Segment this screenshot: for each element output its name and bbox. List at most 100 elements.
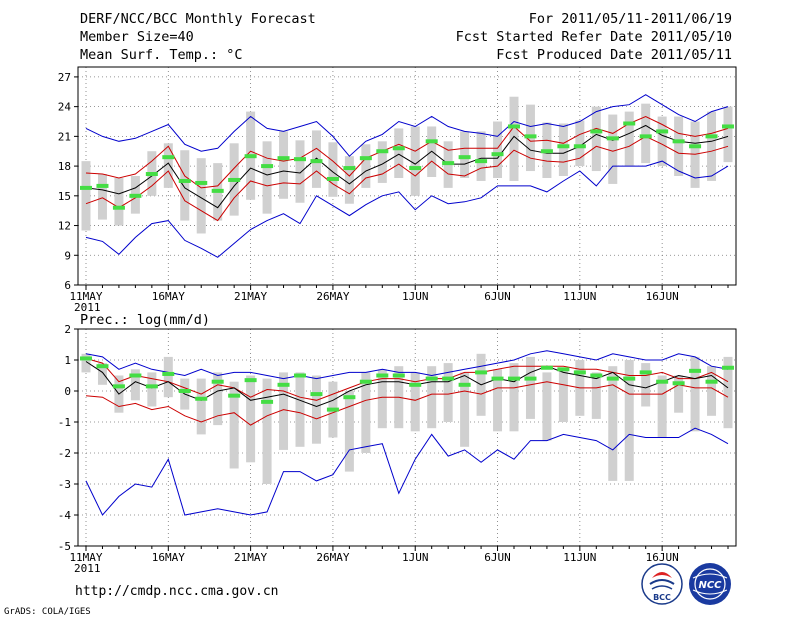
- x-tick-label: 1JUN: [402, 290, 429, 303]
- spread-box: [460, 131, 470, 178]
- x-year-label: 2011: [74, 562, 101, 575]
- median-marker: [524, 376, 537, 381]
- x-tick-label: 26MAY: [316, 290, 349, 303]
- spread-box: [509, 363, 519, 432]
- median-marker: [573, 370, 586, 375]
- member-size: Member Size=40: [80, 29, 194, 45]
- temperature-panel: 6 9 12 15 18 21 24 27 11MAY 16MAY 21MAY 26MAY 1JUN 6J…: [58, 66, 737, 314]
- series-line-mean: [85, 124, 729, 209]
- median-marker: [392, 146, 405, 151]
- x-year-label: 2011: [74, 301, 101, 314]
- median-marker: [112, 205, 125, 210]
- y-tick-label: 21: [58, 130, 71, 143]
- spread-box: [295, 140, 305, 203]
- median-marker: [689, 368, 702, 373]
- median-marker: [162, 371, 175, 376]
- spread-box: [130, 369, 140, 401]
- median-marker: [112, 384, 125, 389]
- y-tick-label: 6: [64, 279, 71, 292]
- spread-box: [575, 120, 585, 167]
- spread-box: [97, 174, 107, 220]
- median-marker: [195, 180, 208, 185]
- median-marker: [442, 376, 455, 381]
- x-tick-label: 6JUN: [484, 551, 511, 564]
- median-marker: [425, 139, 438, 144]
- median-marker: [129, 193, 142, 198]
- spread-box: [558, 123, 568, 176]
- median-marker: [195, 396, 208, 401]
- median-marker: [310, 392, 323, 397]
- median-marker: [722, 365, 734, 370]
- y-tick-label: 9: [64, 249, 71, 262]
- median-marker: [228, 393, 241, 398]
- spread-box: [493, 121, 503, 178]
- y-tick-label: 2: [64, 323, 71, 336]
- spread-box: [641, 363, 651, 407]
- median-marker: [392, 373, 405, 378]
- median-marker: [491, 376, 504, 381]
- y-tick-label: 18: [58, 160, 71, 173]
- spread-box: [81, 161, 91, 231]
- y-tick-label: 15: [58, 190, 71, 203]
- median-marker: [129, 373, 142, 378]
- median-marker: [96, 364, 109, 369]
- median-marker: [458, 155, 471, 160]
- series-line-max: [85, 94, 729, 157]
- median-marker: [590, 129, 603, 134]
- median-marker: [310, 159, 323, 164]
- spread-box: [361, 144, 371, 188]
- bcc-logo: BCC: [641, 563, 683, 605]
- median-marker: [261, 164, 274, 169]
- series-line-min: [85, 427, 729, 516]
- median-marker: [359, 156, 372, 161]
- spread-box: [279, 372, 289, 450]
- spread-box: [707, 366, 717, 416]
- spread-box: [361, 372, 371, 453]
- y-tick-label: 27: [58, 71, 71, 84]
- spread-box: [262, 378, 272, 484]
- series-line-lower: [85, 381, 729, 426]
- x-tick-label: 6JUN: [484, 290, 511, 303]
- spread-box: [641, 103, 651, 164]
- x-tick-label: 16MAY: [152, 290, 185, 303]
- median-marker: [540, 149, 553, 154]
- median-marker: [359, 379, 372, 384]
- median-marker: [211, 379, 224, 384]
- spread-box: [509, 96, 519, 181]
- spread-box: [723, 106, 733, 163]
- spread-box: [147, 372, 157, 407]
- x-tick-label: 11JUN: [563, 290, 596, 303]
- median-marker: [261, 399, 274, 404]
- spread-box: [608, 114, 618, 184]
- precipitation-variable-label: Prec.: log(mm/d): [80, 312, 210, 328]
- spread-box: [427, 366, 437, 429]
- spread-box: [410, 372, 420, 432]
- plot-frame: [77, 66, 737, 286]
- x-tick-label: 11MAY: [69, 290, 102, 303]
- median-marker: [244, 154, 257, 159]
- median-marker: [409, 382, 422, 387]
- median-marker: [409, 166, 422, 171]
- median-marker: [145, 384, 158, 389]
- temperature-variable-label: Mean Surf. Temp.: °C: [80, 47, 243, 63]
- spread-box: [608, 366, 618, 481]
- spread-box: [311, 375, 321, 444]
- y-tick-label: -3: [58, 478, 71, 491]
- spread-box: [262, 141, 272, 214]
- ncc-logo: NCC: [689, 563, 731, 605]
- median-marker: [656, 379, 669, 384]
- x-tick-label: 26MAY: [316, 551, 349, 564]
- spread-box: [229, 381, 239, 469]
- spread-box: [279, 131, 289, 199]
- y-tick-label: 0: [64, 385, 71, 398]
- grads-credit: GrADS: COLA/IGES: [4, 607, 91, 617]
- median-marker: [656, 129, 669, 134]
- median-marker: [705, 134, 718, 139]
- x-tick-label: 11JUN: [563, 551, 596, 564]
- y-tick-label: 12: [58, 220, 71, 233]
- median-marker: [475, 370, 488, 375]
- x-tick-label: 16MAY: [152, 551, 185, 564]
- ncc-logo-text: NCC: [698, 580, 722, 591]
- x-tick-label: 1JUN: [402, 551, 429, 564]
